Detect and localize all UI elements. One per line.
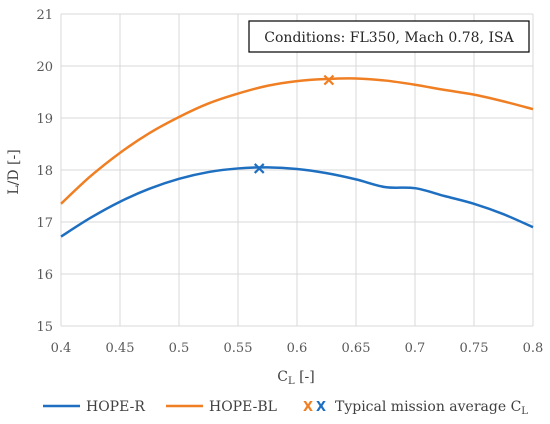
annotation-text: Conditions: FL350, Mach 0.78, ISA: [264, 30, 514, 46]
mission-marker-hope-bl: [323, 74, 335, 86]
mission-markers: [253, 74, 335, 174]
legend: HOPE-R HOPE-BL X X Typical mission avera…: [43, 399, 528, 417]
x-tick-label: 0.4: [51, 341, 72, 356]
series-lines: [60, 77, 534, 238]
conditions-annotation: Conditions: FL350, Mach 0.78, ISA: [248, 20, 530, 53]
x-axis-title-sub: L: [288, 376, 295, 387]
legend-label-mission-main: Typical mission average C: [335, 399, 521, 415]
x-tick-label: 0.5: [169, 341, 190, 356]
x-tick-label: 0.65: [342, 341, 371, 356]
legend-marker-x-orange: X: [303, 400, 313, 415]
x-tick-label: 0.55: [224, 341, 253, 356]
x-tick-label: 0.45: [106, 341, 135, 356]
mission-marker-stroke: [253, 163, 265, 174]
series-line-hope-bl: [60, 77, 534, 205]
y-axis-title: L/D [-]: [6, 149, 22, 194]
mission-marker-stroke: [323, 74, 335, 86]
x-tick-label: 0.75: [460, 341, 489, 356]
legend-label-hope-bl: HOPE-BL: [209, 399, 277, 415]
legend-label-mission: Typical mission average CL: [335, 399, 528, 417]
legend-label-hope-r: HOPE-R: [86, 399, 145, 415]
x-tick-label: 0.8: [523, 341, 544, 356]
mission-marker-hope-r: [253, 163, 265, 174]
x-tick-labels: 0.4 0.45 0.5 0.55 0.6 0.65 0.7 0.75 0.8: [51, 341, 544, 356]
y-tick-label: 21: [36, 8, 53, 23]
x-axis-title: CL [-]: [277, 369, 314, 387]
y-tick-label: 20: [36, 60, 53, 75]
annotation-box: [248, 20, 530, 53]
x-axis-title-main: C: [277, 369, 288, 385]
x-tick-label: 0.7: [405, 341, 426, 356]
x-tick-label: 0.6: [287, 341, 308, 356]
x-axis-title-unit: [-]: [295, 369, 315, 385]
series-line-hope-r: [60, 166, 534, 238]
y-tick-label: 17: [36, 216, 53, 231]
y-tick-label: 16: [36, 268, 53, 283]
legend-label-mission-sub: L: [521, 406, 528, 417]
y-tick-label: 15: [36, 320, 53, 335]
legend-marker-x-blue: X: [316, 400, 326, 415]
y-tick-labels: 15 16 17 18 19 20 21: [36, 8, 53, 335]
y-tick-label: 18: [36, 164, 53, 179]
y-tick-label: 19: [36, 112, 53, 127]
